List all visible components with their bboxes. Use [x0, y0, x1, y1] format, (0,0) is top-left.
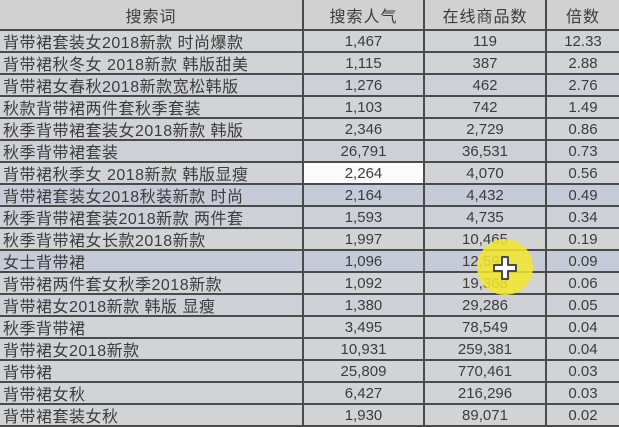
cell-search-popularity[interactable]: 25,809	[302, 361, 423, 381]
cell-search-term[interactable]: 背带裙套装女2018新款 时尚爆款	[3, 35, 244, 51]
table-row: 背带裙女2018新款 韩版 显瘦 1,380 29,286 0.05	[0, 295, 619, 317]
cell-search-popularity[interactable]: 6,427	[302, 383, 423, 403]
table-row: 秋季背带裙套装 26,791 36,531 0.73	[0, 141, 619, 163]
cell-search-popularity[interactable]: 1,103	[302, 97, 423, 117]
table-row: 秋季背带裙套装女2018新款 韩版 2,346 2,729 0.86	[0, 119, 619, 141]
table-row: 背带裙套装女2018新款 时尚爆款 1,467 119 12.33	[0, 31, 619, 53]
cell-search-popularity[interactable]: 26,791	[302, 141, 423, 161]
table-row: 背带裙套装女秋 1,930 89,071 0.02	[0, 405, 619, 427]
table-row: 背带裙女2018新款 10,931 259,381 0.04	[0, 339, 619, 361]
cell-ratio[interactable]: 0.09	[545, 251, 619, 271]
table-row: 背带裙两件套女秋季2018新款 1,092 19,368 0.06	[0, 273, 619, 295]
cell-search-popularity[interactable]: 1,593	[302, 207, 423, 227]
cell-online-products[interactable]: 10,465	[423, 229, 545, 249]
cell-search-popularity[interactable]: 2,164	[302, 185, 423, 205]
cell-ratio[interactable]: 0.73	[545, 141, 619, 161]
cell-search-term[interactable]: 背带裙女秋	[3, 387, 86, 403]
cell-search-popularity[interactable]: 1,997	[302, 229, 423, 249]
cell-ratio[interactable]: 0.04	[545, 317, 619, 337]
cell-online-products[interactable]: 4,432	[423, 185, 545, 205]
cell-search-term[interactable]: 秋季背带裙套装2018新款 两件套	[3, 211, 244, 227]
cell-search-popularity[interactable]: 1,930	[302, 405, 423, 425]
cell-online-products[interactable]: 259,381	[423, 339, 545, 359]
cell-ratio[interactable]: 0.03	[545, 383, 619, 403]
cell-online-products[interactable]: 78,549	[423, 317, 545, 337]
table-row: 背带裙女秋 6,427 216,296 0.03	[0, 383, 619, 405]
cell-online-products[interactable]: 770,461	[423, 361, 545, 381]
cell-search-popularity[interactable]: 1,115	[302, 53, 423, 73]
cell-search-term[interactable]: 秋季背带裙套装	[3, 145, 119, 161]
table-row: 背带裙 25,809 770,461 0.03	[0, 361, 619, 383]
cell-search-term[interactable]: 秋季背带裙女长款2018新款	[3, 233, 206, 249]
cell-online-products[interactable]: 29,286	[423, 295, 545, 315]
cell-search-popularity[interactable]: 2,346	[302, 119, 423, 139]
table-row: 秋款背带裙两件套秋季套装 1,103 742 1.49	[0, 97, 619, 119]
cell-search-popularity[interactable]: 1,467	[302, 31, 423, 51]
cell-ratio[interactable]: 0.34	[545, 207, 619, 227]
table-header-row: 搜索词 搜索人气 在线商品数 倍数	[0, 0, 619, 31]
cell-search-popularity[interactable]: 1,380	[302, 295, 423, 315]
cell-online-products[interactable]: 4,735	[423, 207, 545, 227]
cell-search-term[interactable]: 秋款背带裙两件套秋季套装	[3, 101, 202, 117]
cell-ratio[interactable]: 0.49	[545, 185, 619, 205]
cell-search-popularity[interactable]: 1,092	[302, 273, 423, 293]
cell-search-popularity[interactable]: 3,495	[302, 317, 423, 337]
cell-search-term[interactable]: 背带裙女2018新款	[3, 343, 140, 359]
cell-ratio[interactable]: 0.86	[545, 119, 619, 139]
cell-search-term[interactable]: 背带裙	[3, 365, 53, 381]
column-header-ratio[interactable]: 倍数	[545, 0, 619, 29]
cell-online-products[interactable]: 2,729	[423, 119, 545, 139]
cell-online-products[interactable]: 36,531	[423, 141, 545, 161]
table-row: 秋季背带裙套装2018新款 两件套 1,593 4,735 0.34	[0, 207, 619, 229]
column-header-search-popularity[interactable]: 搜索人气	[302, 0, 423, 29]
cell-ratio[interactable]: 2.76	[545, 75, 619, 95]
cell-ratio[interactable]: 0.03	[545, 361, 619, 381]
table-row: 背带裙秋季女 2018新款 韩版显瘦 2,264 4,070 0.56	[0, 163, 619, 185]
cell-online-products[interactable]: 119	[423, 31, 545, 51]
cell-online-products[interactable]: 742	[423, 97, 545, 117]
cell-search-popularity[interactable]: 1,096	[302, 251, 423, 271]
cell-search-term[interactable]: 女士背带裙	[3, 255, 86, 271]
cell-ratio[interactable]: 0.04	[545, 339, 619, 359]
cell-ratio[interactable]: 0.05	[545, 295, 619, 315]
cell-ratio[interactable]: 2.88	[545, 53, 619, 73]
cell-ratio[interactable]: 0.19	[545, 229, 619, 249]
table-row: 背带裙秋冬女 2018新款 韩版甜美 1,115 387 2.88	[0, 53, 619, 75]
table-row: 秋季背带裙 3,495 78,549 0.04	[0, 317, 619, 339]
cell-online-products[interactable]: 19,368	[423, 273, 545, 293]
cell-search-term[interactable]: 背带裙女2018新款 韩版 显瘦	[3, 299, 216, 315]
table-row: 秋季背带裙女长款2018新款 1,997 10,465 0.19	[0, 229, 619, 251]
column-header-search-term[interactable]: 搜索词	[125, 8, 177, 26]
cell-ratio[interactable]: 0.02	[545, 405, 619, 425]
cell-search-term[interactable]: 背带裙秋季女 2018新款 韩版显瘦	[3, 167, 249, 183]
cell-online-products[interactable]: 462	[423, 75, 545, 95]
cell-ratio[interactable]: 1.49	[545, 97, 619, 117]
cell-online-products[interactable]: 89,071	[423, 405, 545, 425]
cell-search-popularity[interactable]: 2,264	[302, 163, 423, 183]
cell-online-products[interactable]: 216,296	[423, 383, 545, 403]
table-row: 背带裙女春秋2018新款宽松韩版 1,276 462 2.76	[0, 75, 619, 97]
cell-online-products[interactable]: 12,595	[423, 251, 545, 271]
cell-ratio[interactable]: 0.56	[545, 163, 619, 183]
cell-search-term[interactable]: 背带裙两件套女秋季2018新款	[3, 277, 223, 293]
cell-search-term[interactable]: 背带裙女春秋2018新款宽松韩版	[3, 79, 239, 95]
cell-search-term[interactable]: 背带裙秋冬女 2018新款 韩版甜美	[3, 57, 249, 73]
column-header-online-products[interactable]: 在线商品数	[423, 0, 545, 29]
cell-ratio[interactable]: 0.06	[545, 273, 619, 293]
table-row: 女士背带裙 1,096 12,595 0.09	[0, 251, 619, 273]
cell-search-term[interactable]: 背带裙套装女2018秋装新款 时尚	[3, 189, 244, 205]
cell-ratio[interactable]: 12.33	[545, 31, 619, 51]
table-row: 背带裙套装女2018秋装新款 时尚 2,164 4,432 0.49	[0, 185, 619, 207]
cell-online-products[interactable]: 387	[423, 53, 545, 73]
table-body: 背带裙套装女2018新款 时尚爆款 1,467 119 12.33 背带裙秋冬女…	[0, 31, 619, 427]
cell-search-term[interactable]: 秋季背带裙套装女2018新款 韩版	[3, 123, 244, 139]
cell-search-popularity[interactable]: 10,931	[302, 339, 423, 359]
cell-search-term[interactable]: 背带裙套装女秋	[3, 409, 119, 425]
cell-online-products[interactable]: 4,070	[423, 163, 545, 183]
cell-search-term[interactable]: 秋季背带裙	[3, 321, 86, 337]
cell-search-popularity[interactable]: 1,276	[302, 75, 423, 95]
